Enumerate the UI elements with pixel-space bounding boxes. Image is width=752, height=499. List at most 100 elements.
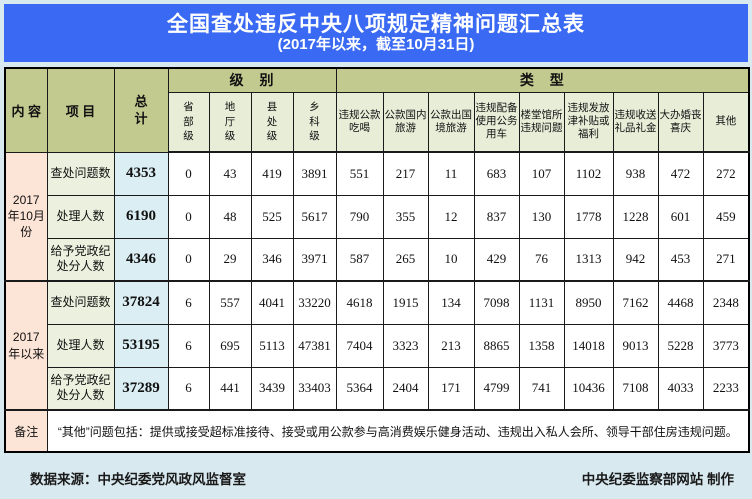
footer-credit: 中央纪委监察部网站 制作 (581, 472, 734, 487)
col-header-type-allowances: 违规发放津补贴或福利 (563, 91, 614, 153)
value-cell: 1131 (518, 280, 565, 325)
row-label: 处理人数 (46, 194, 115, 239)
value-cell: 4041 (250, 280, 294, 325)
value-cell: 134 (427, 280, 475, 325)
value-cell: 130 (518, 194, 565, 239)
col-header-level-county: 县处级 (250, 91, 294, 153)
value-cell: 33220 (292, 280, 337, 325)
row-label: 查处问题数 (46, 151, 115, 196)
value-cell: 171 (427, 366, 475, 411)
value-cell: 5228 (657, 323, 704, 368)
value-cell: 7404 (335, 323, 384, 368)
row-label: 查处问题数 (46, 280, 115, 325)
col-header-type-domestic-travel: 公款国内旅游 (382, 91, 429, 153)
value-cell: 1102 (563, 151, 614, 196)
col-header-type-gifts: 违规收送礼品礼金 (612, 91, 659, 153)
total-cell: 4353 (113, 151, 169, 196)
value-cell: 1228 (612, 194, 659, 239)
row-label: 给予党政纪处分人数 (46, 366, 115, 411)
value-cell: 525 (250, 194, 294, 239)
value-cell: 1358 (518, 323, 565, 368)
value-cell: 8865 (473, 323, 520, 368)
value-cell: 213 (427, 323, 475, 368)
value-cell: 790 (335, 194, 384, 239)
value-cell: 837 (473, 194, 520, 239)
value-cell: 272 (702, 151, 750, 196)
col-header-level-township: 乡科级 (292, 91, 337, 153)
page-subtitle: (2017年以来，截至10月31日) (277, 35, 475, 53)
row-label: 给予党政纪处分人数 (46, 237, 115, 282)
value-cell: 1915 (382, 280, 429, 325)
value-cell: 601 (657, 194, 704, 239)
value-cell: 5617 (292, 194, 337, 239)
page-title: 全国查处违反中央八项规定精神问题汇总表 (167, 12, 585, 36)
value-cell: 4799 (473, 366, 520, 411)
value-cell: 10436 (563, 366, 614, 411)
value-cell: 47381 (292, 323, 337, 368)
value-cell: 8950 (563, 280, 614, 325)
value-cell: 942 (612, 237, 659, 282)
value-cell: 419 (250, 151, 294, 196)
value-cell: 29 (208, 237, 252, 282)
value-cell: 12 (427, 194, 475, 239)
value-cell: 4618 (335, 280, 384, 325)
total-cell: 6190 (113, 194, 169, 239)
value-cell: 6 (167, 280, 210, 325)
note-text: “其他”问题包括：提供或接受超标准接待、接受或用公款参与高消费娱乐健身活动、违规… (46, 409, 750, 453)
title-banner: 全国查处违反中央八项规定精神问题汇总表 (2017年以来，截至10月31日) (4, 4, 748, 62)
value-cell: 14018 (563, 323, 614, 368)
value-cell: 441 (208, 366, 252, 411)
value-cell: 10 (427, 237, 475, 282)
period-cell-october: 2017年10月份 (4, 151, 48, 282)
value-cell: 9013 (612, 323, 659, 368)
value-cell: 7098 (473, 280, 520, 325)
col-header-type-dining: 违规公款吃喝 (335, 91, 384, 153)
value-cell: 4033 (657, 366, 704, 411)
header-content: 内 容 (4, 67, 48, 153)
col-header-type-weddings-funerals: 大办婚丧喜庆 (657, 91, 704, 153)
value-cell: 33403 (292, 366, 337, 411)
header-group-type: 类 型 (335, 67, 750, 93)
value-cell: 695 (208, 323, 252, 368)
value-cell: 5364 (335, 366, 384, 411)
value-cell: 587 (335, 237, 384, 282)
value-cell: 551 (335, 151, 384, 196)
value-cell: 48 (208, 194, 252, 239)
value-cell: 3891 (292, 151, 337, 196)
value-cell: 3323 (382, 323, 429, 368)
value-cell: 346 (250, 237, 294, 282)
value-cell: 0 (167, 237, 210, 282)
value-cell: 0 (167, 151, 210, 196)
value-cell: 6 (167, 323, 210, 368)
value-cell: 6 (167, 366, 210, 411)
value-cell: 4468 (657, 280, 704, 325)
value-cell: 2404 (382, 366, 429, 411)
value-cell: 7108 (612, 366, 659, 411)
col-header-level-prefecture: 地厅级 (208, 91, 252, 153)
value-cell: 557 (208, 280, 252, 325)
value-cell: 3439 (250, 366, 294, 411)
col-header-type-buildings: 楼堂馆所违规问题 (518, 91, 565, 153)
value-cell: 11 (427, 151, 475, 196)
value-cell: 1778 (563, 194, 614, 239)
value-cell: 683 (473, 151, 520, 196)
value-cell: 43 (208, 151, 252, 196)
period-cell-ytd: 2017年以来 (4, 280, 48, 411)
footer: 数据来源：中央纪委党风政风监督室 中央纪委监察部网站 制作 (4, 468, 748, 488)
col-header-type-other: 其他 (702, 91, 750, 153)
value-cell: 76 (518, 237, 565, 282)
value-cell: 107 (518, 151, 565, 196)
summary-table: 内 容 项 目 总计 级 别 类 型 省部级 地厅级 县处级 乡科级 违规公款吃… (4, 67, 751, 453)
header-total: 总计 (113, 67, 169, 153)
header-item: 项 目 (46, 67, 115, 153)
col-header-level-provincial: 省部级 (167, 91, 210, 153)
value-cell: 7162 (612, 280, 659, 325)
footer-source: 数据来源：中央纪委党风政风监督室 (30, 472, 246, 487)
value-cell: 1313 (563, 237, 614, 282)
total-cell: 37289 (113, 366, 169, 411)
row-label: 处理人数 (46, 323, 115, 368)
note-label: 备注 (4, 409, 48, 453)
value-cell: 2233 (702, 366, 750, 411)
total-cell: 37824 (113, 280, 169, 325)
value-cell: 0 (167, 194, 210, 239)
